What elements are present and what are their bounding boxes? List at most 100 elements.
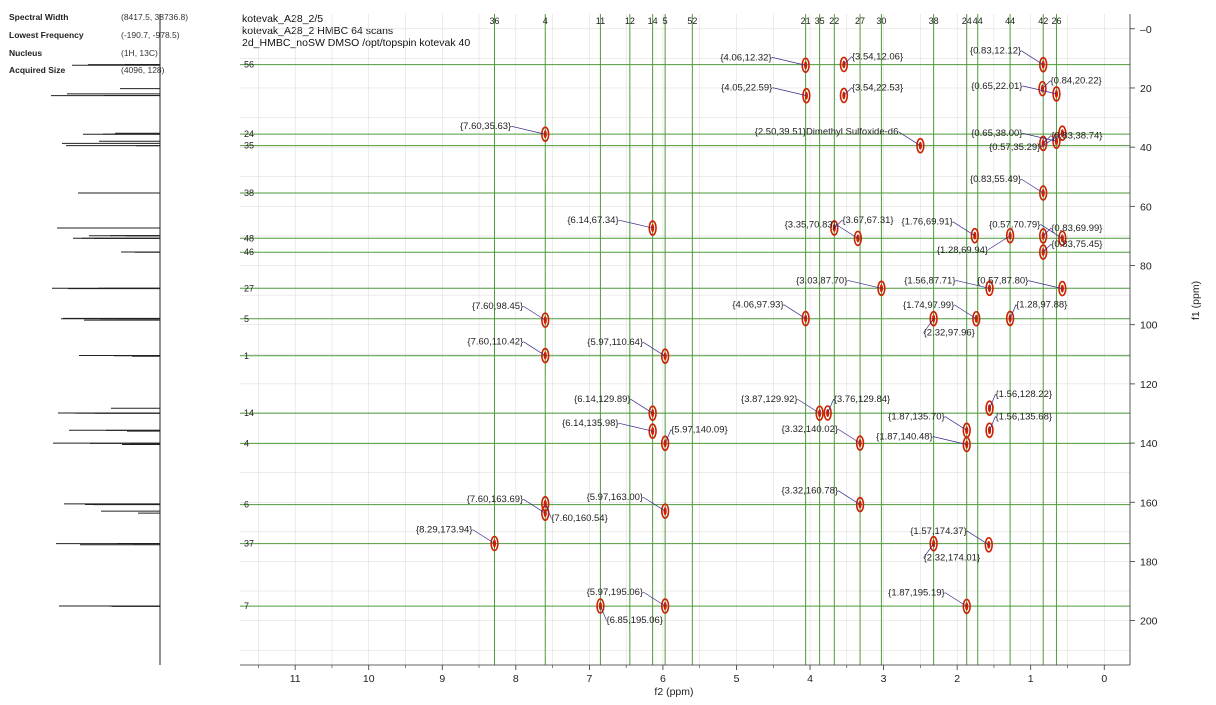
f1-projection-trace: [51, 14, 161, 665]
annotation-leader: [843, 87, 853, 96]
cross-peak: [660, 435, 670, 452]
annotation-leader: [952, 221, 975, 236]
vertical-guide-label: 22: [829, 16, 839, 26]
cross-peak-core: [804, 61, 808, 70]
peak-annotation: {1.74,97.99}: [903, 300, 954, 311]
cross-peak: [1039, 56, 1048, 73]
param-name: Lowest Frequency: [9, 30, 84, 40]
horizontal-guide-label: 46: [244, 247, 254, 257]
annotation-leader: [618, 219, 653, 229]
cross-peak: [648, 423, 657, 439]
peak-annotation: {1.56,135.68}: [996, 411, 1053, 422]
peak-annotation: {1.87,195.19}: [888, 587, 945, 598]
cross-peak-core: [856, 234, 860, 243]
annotation-leader: [843, 56, 853, 65]
spectrum-header: kotevak_A28_2/5 kotevak_A28_2 HMBC 64 sc…: [242, 13, 470, 49]
annotation-leader: [944, 592, 967, 607]
peak-annotation: {0.57,70.79}: [989, 219, 1040, 230]
annotation-leader: [837, 490, 861, 505]
peak-annotation: {3.32,160.78}: [782, 486, 839, 497]
cross-peak: [839, 87, 849, 104]
peak-annotation: {1.87,135.70}: [888, 411, 945, 422]
annotation-leader: [472, 529, 495, 544]
cross-peak: [929, 310, 938, 327]
peak-annotation: {0.65,38.00}: [971, 128, 1022, 139]
cross-peak: [1039, 185, 1048, 201]
peak-annotation: {0.83,69.99}: [1051, 223, 1102, 234]
cross-peak: [815, 405, 824, 422]
peak-annotation: {1.56,87.71}: [904, 275, 955, 286]
vertical-guide-label: 42: [1038, 16, 1048, 26]
annotation-leader: [1022, 85, 1057, 95]
vertical-guide-label: 38: [929, 16, 939, 26]
x-tick-label: 10: [363, 673, 375, 685]
cross-peak: [1039, 244, 1048, 260]
annotation-leader: [1040, 132, 1063, 148]
cross-peak: [1039, 228, 1048, 244]
x-tick-label: 4: [807, 673, 813, 685]
annotation-leader: [847, 279, 882, 289]
peak-annotation: {7.60,35.63}: [460, 121, 511, 132]
horizontal-guide-label: 4: [244, 438, 249, 448]
y-tick-label: 100: [1140, 320, 1158, 332]
peak-annotation: {5.97,140.09}: [671, 424, 728, 435]
experiment-title: kotevak_A28_2 HMBC 64 scans: [242, 25, 394, 37]
cross-peak: [1052, 86, 1061, 102]
cross-peak: [541, 126, 550, 143]
annotation-leader: [932, 436, 967, 445]
y-tick-label: 60: [1140, 201, 1152, 213]
param-value: (4096, 128): [121, 65, 165, 75]
x-tick-label: 0: [1101, 673, 1107, 685]
peak-annotation: {4.06,97.93}: [732, 300, 783, 311]
annotation-leader: [987, 235, 1011, 251]
cross-peak-core: [965, 426, 969, 435]
peak-annotation: {3.87,129.92}: [741, 394, 798, 405]
annotation-leader: [642, 591, 666, 607]
dataset-name: kotevak_A28_2/5: [242, 13, 324, 25]
annotation-leader: [954, 304, 977, 320]
peak-annotation: {6.14,67.34}: [567, 215, 618, 226]
horizontal-guide-label: 27: [244, 283, 254, 293]
peak-annotation: {3.32,140.02}: [782, 424, 839, 435]
peak-annotation: {0.83,38.74}: [1051, 130, 1102, 141]
horizontal-guide-label: 48: [244, 233, 254, 243]
y-axis-label: f1 (ppm): [1190, 280, 1202, 320]
annotation-leader: [783, 304, 806, 319]
y-tick-label: 120: [1140, 379, 1158, 391]
horizontal-guide-label: 5: [244, 314, 249, 324]
annotation-leader: [642, 341, 666, 357]
annotation-leader: [1009, 304, 1017, 319]
peak-annotation: {1.87,140.48}: [876, 431, 933, 442]
peak-annotation: {3.54,12.06}: [852, 51, 903, 62]
cross-peak: [1038, 80, 1047, 97]
annotation-leader: [523, 305, 546, 321]
experiment-path: 2d_HMBC_noSW DMSO /opt/topspin kotevak 4…: [242, 37, 471, 49]
annotation-leader: [1040, 223, 1063, 239]
cross-peak: [660, 598, 670, 614]
param-name: Acquired Size: [9, 65, 66, 75]
peak-annotation: {6.85,195.06}: [606, 615, 663, 626]
annotation-leader: [618, 422, 653, 432]
peak-annotation: {1.76,69.91}: [902, 217, 953, 228]
horizontal-guide-label: 37: [244, 539, 254, 549]
horizontal-guide-label: 14: [244, 408, 254, 418]
x-tick-label: 5: [734, 673, 740, 685]
x-tick-label: 9: [439, 673, 445, 685]
annotation-leader: [1042, 243, 1052, 253]
peak-annotation: {7.60,98.45}: [472, 301, 523, 312]
horizontal-guide-label: 24: [244, 129, 254, 139]
cross-peak: [855, 435, 865, 451]
peak-annotation: {3.03,87.70}: [796, 275, 847, 286]
peak-annotations: {4.06,12.32} {3.54,12.06} {0.83,12.12} {4.0…: [416, 46, 1103, 626]
cross-peak: [660, 348, 670, 364]
annotation-leader: [989, 394, 996, 409]
peak-annotation: {7.60,110.42}: [467, 337, 523, 348]
peak-annotation: {2.32,174.01}: [924, 553, 981, 564]
horizontal-guide-label: 7: [244, 601, 249, 611]
peak-annotation: {0.57,87.80}: [977, 276, 1028, 287]
annotation-leader: [1028, 280, 1063, 289]
cross-peak: [1058, 280, 1067, 297]
annotation-leader: [923, 318, 934, 333]
peak-annotation: {5.97,195.06}: [587, 587, 644, 598]
